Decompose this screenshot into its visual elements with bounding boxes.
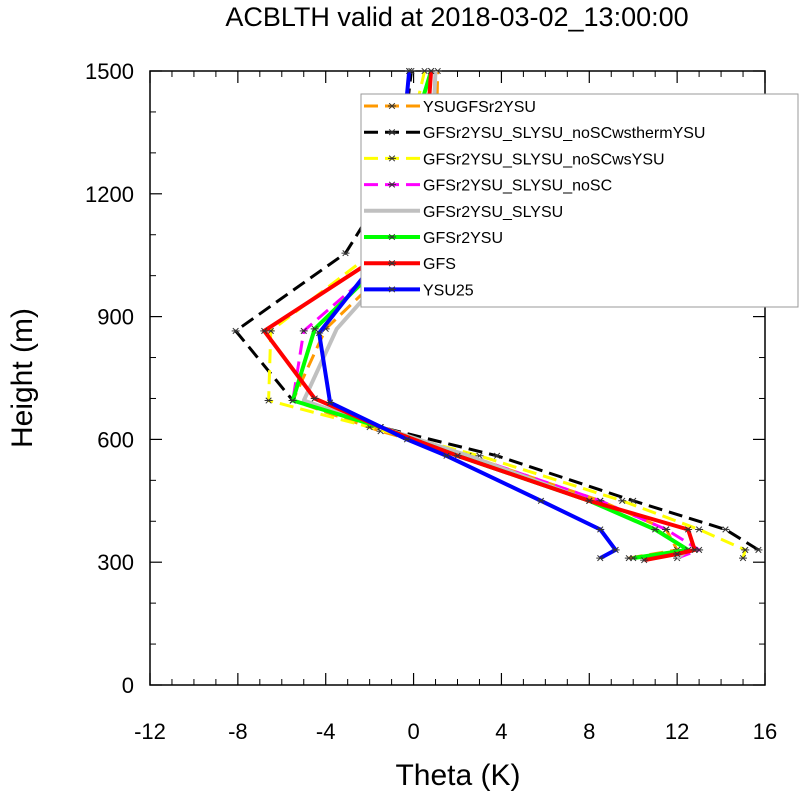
- x-tick-label: 0: [407, 719, 419, 744]
- data-point: [402, 436, 411, 443]
- x-tick-label: -12: [134, 719, 166, 744]
- legend-marker: [388, 129, 396, 136]
- x-tick-label: 8: [583, 719, 595, 744]
- legend-label: YSUGFSr2YSU: [423, 99, 536, 116]
- data-point: [264, 397, 273, 404]
- legend-label: GFSr2YSU: [423, 230, 503, 247]
- data-point: [640, 556, 649, 564]
- legend-marker: [388, 286, 396, 293]
- legend-item: GFS: [364, 256, 456, 273]
- y-tick-label: 300: [97, 550, 134, 575]
- chart-title: ACBLTH valid at 2018-03-02_13:00:00: [225, 2, 688, 32]
- legend-marker: [388, 233, 396, 241]
- x-tick-label: -4: [316, 719, 336, 744]
- data-point: [629, 554, 638, 562]
- data-point: [405, 67, 414, 75]
- legend-marker: [388, 181, 396, 188]
- y-tick-label: 1200: [85, 182, 134, 207]
- y-tick-label: 1500: [85, 59, 134, 84]
- legend-box: [360, 93, 799, 308]
- legend-label: YSU25: [423, 282, 474, 299]
- data-point: [536, 497, 545, 504]
- data-point: [690, 546, 699, 554]
- data-point: [453, 452, 462, 459]
- x-tick-label: -8: [228, 719, 248, 744]
- x-tick-label: 12: [665, 719, 689, 744]
- legend: YSUGFSr2YSU GFSr2YSU_SLYSU_noSCwsthermYSU…: [360, 93, 799, 308]
- legend-item: YSU25: [364, 282, 474, 299]
- legend-item: GFSr2YSU_SLYSU_noSCwsthermYSU: [364, 125, 705, 142]
- data-point: [695, 526, 704, 533]
- data-point: [754, 546, 763, 554]
- legend-item: YSUGFSr2YSU: [364, 99, 536, 116]
- data-point: [299, 327, 308, 335]
- y-axis-label: Height (m): [6, 308, 39, 448]
- legend-label: GFSr2YSU_SLYSU: [423, 204, 563, 221]
- legend-label: GFS: [423, 256, 456, 273]
- y-tick-label: 900: [97, 305, 134, 330]
- data-point: [596, 526, 605, 533]
- y-tick-label: 600: [97, 427, 134, 452]
- legend-label: GFSr2YSU_SLYSU_noSC: [423, 178, 612, 195]
- data-point: [673, 550, 682, 558]
- data-point: [585, 497, 594, 504]
- data-point: [611, 546, 620, 554]
- legend-marker: [388, 155, 396, 162]
- legend-marker: [388, 102, 396, 110]
- x-axis-label: Theta (K): [395, 759, 520, 792]
- data-point: [315, 329, 324, 337]
- x-tick-label: 16: [753, 719, 777, 744]
- axis-ticks: -12 -8 -4 0 4 8 12 16 0 300 600 900 1200 1500: [85, 59, 777, 744]
- data-point: [741, 546, 750, 554]
- legend-label: GFSr2YSU_SLYSU_noSCwsthermYSU: [423, 125, 705, 142]
- data-point: [684, 526, 693, 533]
- data-point: [326, 399, 335, 406]
- data-point: [493, 452, 502, 459]
- data-point: [596, 554, 605, 562]
- data-point: [231, 327, 240, 335]
- data-point: [442, 452, 451, 459]
- data-point: [721, 526, 730, 533]
- data-point: [427, 67, 436, 75]
- x-tick-label: 4: [495, 719, 507, 744]
- legend-item: GFSr2YSU_SLYSU_noSCwsYSU: [364, 151, 665, 168]
- data-point: [260, 327, 269, 335]
- data-point: [288, 397, 297, 404]
- data-point: [651, 526, 660, 533]
- legend-item: GFSr2YSU: [364, 230, 503, 247]
- legend-item: GFSr2YSU_SLYSU_noSC: [364, 178, 612, 195]
- data-point: [662, 526, 671, 533]
- data-point: [310, 395, 319, 402]
- data-point: [739, 554, 748, 562]
- legend-marker: [388, 260, 396, 267]
- data-point: [618, 497, 627, 504]
- y-tick-label: 0: [122, 673, 134, 698]
- legend-label: GFSr2YSU_SLYSU_noSCwsYSU: [423, 151, 665, 168]
- data-point: [341, 249, 350, 257]
- legend-item: GFSr2YSU_SLYSU: [364, 204, 563, 221]
